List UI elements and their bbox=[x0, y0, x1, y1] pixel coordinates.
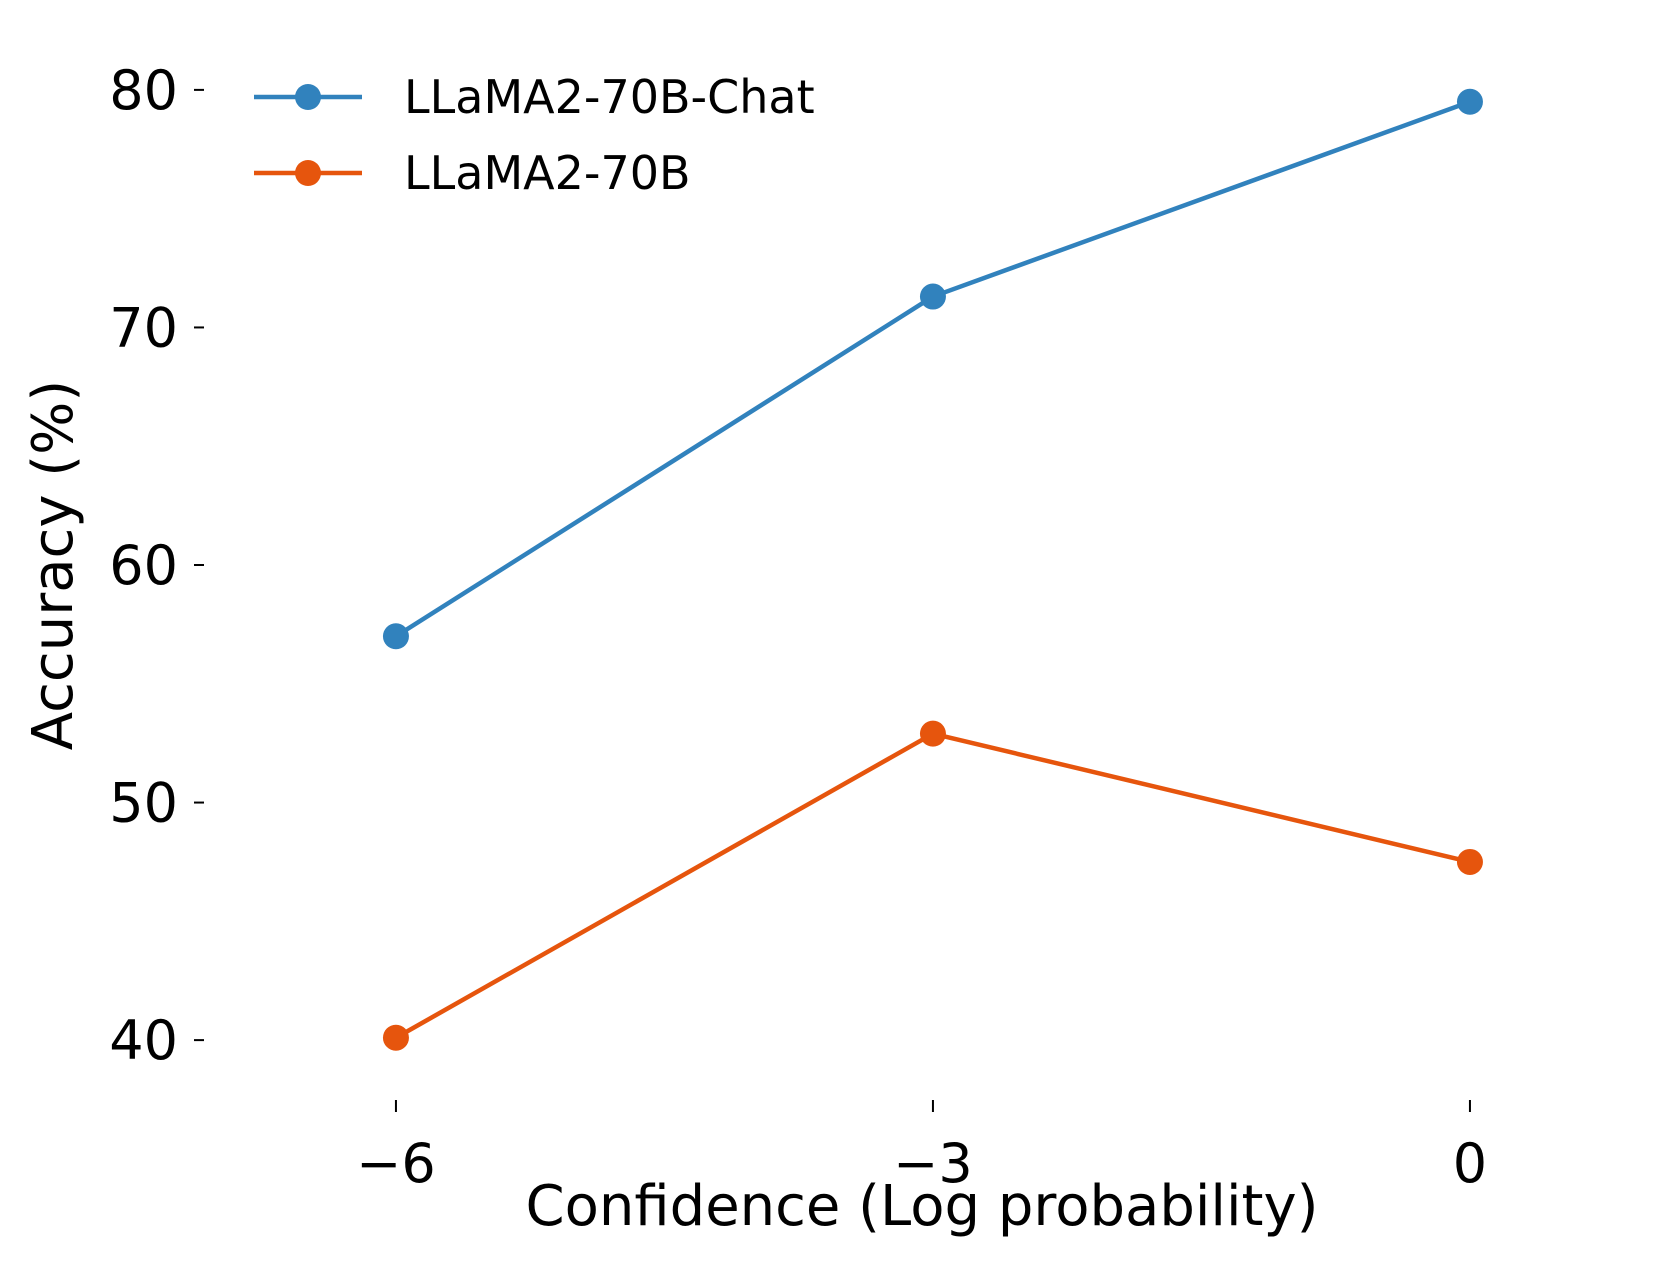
x-tick-label: −6 bbox=[356, 1132, 436, 1195]
x-axis: −6 −3 0 bbox=[356, 1100, 1487, 1195]
legend-label: LLaMA2-70B-Chat bbox=[404, 70, 815, 124]
y-tick-label: 40 bbox=[109, 1009, 178, 1072]
y-tick-label: 80 bbox=[109, 59, 178, 122]
series-2-point bbox=[382, 1024, 409, 1051]
series-layer bbox=[382, 88, 1483, 1051]
x-tick-label: 0 bbox=[1453, 1132, 1487, 1195]
y-tick-label: 50 bbox=[109, 772, 178, 835]
legend-label: LLaMA2-70B bbox=[404, 146, 691, 200]
y-axis: 40 50 60 70 80 bbox=[109, 59, 204, 1072]
series-1-point bbox=[382, 623, 409, 650]
y-tick-label: 70 bbox=[109, 296, 178, 359]
series-1-point bbox=[919, 283, 946, 310]
series-2-point bbox=[919, 720, 946, 747]
y-tick-label: 60 bbox=[109, 534, 178, 597]
series-2-point bbox=[1456, 848, 1483, 875]
legend-marker bbox=[295, 160, 321, 186]
x-axis-label: Confidence (Log probability) bbox=[526, 1174, 1319, 1239]
legend-marker bbox=[295, 84, 321, 110]
x-tick-label: −3 bbox=[893, 1132, 973, 1195]
series-1-point bbox=[1456, 88, 1483, 115]
y-axis-label: Accuracy (%) bbox=[21, 380, 86, 750]
series-2-line bbox=[394, 731, 1471, 1040]
legend: LLaMA2-70B-Chat LLaMA2-70B bbox=[254, 70, 815, 200]
